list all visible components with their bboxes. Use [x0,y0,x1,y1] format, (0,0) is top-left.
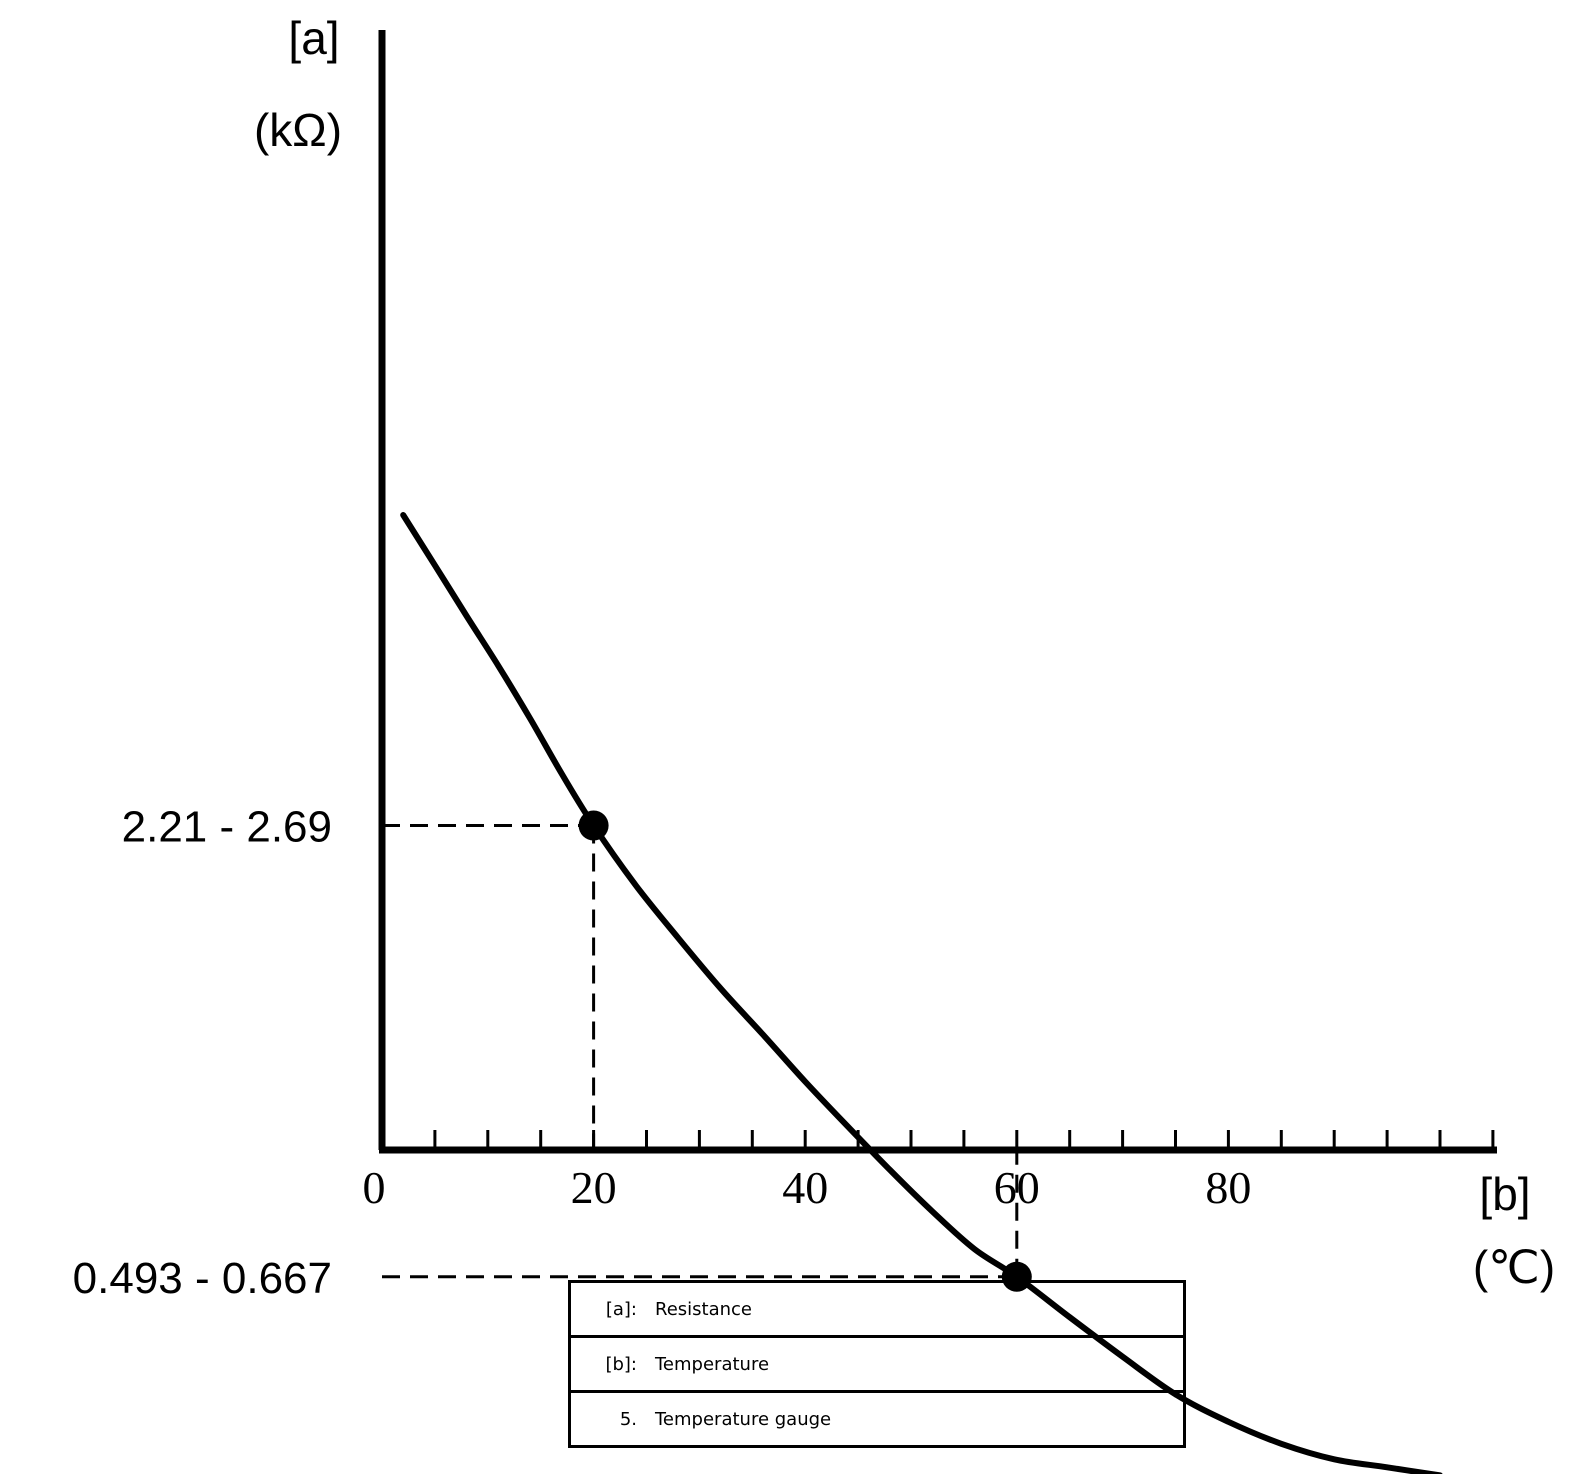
x-tick-label: 20 [571,1162,617,1213]
legend-row: [a]: Resistance [570,1282,1185,1337]
legend-value: Temperature gauge [655,1390,1185,1447]
x-axis-unit: (℃) [1473,1241,1555,1293]
data-markers [578,810,1032,1292]
guide-lines [382,824,1019,1279]
x-tick-label: 40 [782,1162,828,1213]
data-marker [578,810,609,841]
x-tick-label: 60 [994,1162,1040,1213]
legend-key: 5. [569,1390,655,1447]
data-marker [1001,1261,1032,1292]
y-axis-label: [a] [288,12,339,64]
x-tick-label: 0 [363,1162,386,1213]
series-curve [400,512,1443,1474]
legend-key: [a]: [605,1298,637,1320]
legend-table: [a]: Resistance [b]: Temperature 5. Temp… [568,1280,1186,1448]
legend-value: Temperature [655,1335,1185,1392]
x-tick-labels: 0 20 40 60 80 [363,1162,1252,1213]
y-tick-label: 0.493 - 0.667 [73,1254,332,1303]
x-axis-label: [b] [1479,1168,1530,1220]
x-tick-label: 80 [1205,1162,1251,1213]
legend-value: Resistance [655,1298,752,1320]
y-tick-label: 2.21 - 2.69 [122,803,332,852]
legend-key: [b]: [569,1335,655,1392]
y-tick-labels: 2.21 - 2.69 0.493 - 0.667 [73,803,332,1303]
y-axis-unit: (kΩ) [254,104,342,156]
legend-row: 5. Temperature gauge [569,1390,1185,1447]
legend-row: [b]: Temperature [569,1335,1185,1392]
